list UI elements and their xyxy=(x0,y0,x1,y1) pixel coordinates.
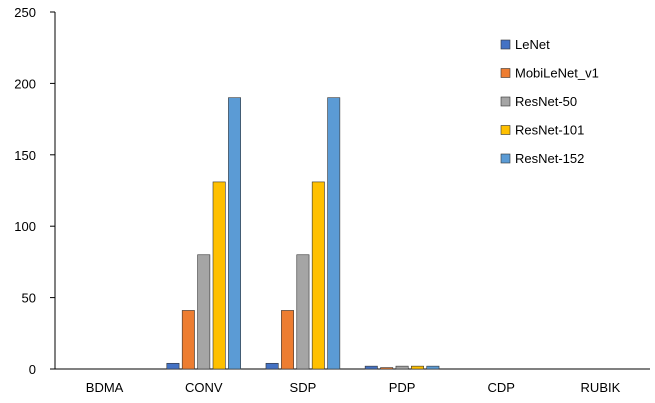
y-tick-label: 200 xyxy=(14,76,36,91)
y-tick-label: 100 xyxy=(14,219,36,234)
bar-resnet-101-sdp xyxy=(311,181,325,370)
bar-resnet-152-pdp xyxy=(426,365,440,370)
bar-resnet-101-pdp xyxy=(411,365,424,370)
legend-label: ResNet-152 xyxy=(515,151,584,166)
bar-lenet-conv xyxy=(166,362,180,370)
bar-lenet-sdp xyxy=(265,362,279,370)
x-tick-label: CDP xyxy=(488,380,515,395)
x-tick-label: RUBIK xyxy=(581,380,621,395)
bar-mobilenet-v1-conv xyxy=(181,310,195,370)
legend-swatch xyxy=(500,96,511,107)
legend-label: MobiLeNet_v1 xyxy=(515,66,599,81)
bar-resnet-152-sdp xyxy=(327,97,341,370)
legend-swatch xyxy=(500,68,511,78)
y-tick-label: 0 xyxy=(29,362,36,377)
legend-label: LeNet xyxy=(515,37,550,52)
bar-resnet-50-pdp xyxy=(395,365,409,370)
legend-swatch xyxy=(500,39,511,50)
y-tick-label: 50 xyxy=(22,291,36,306)
legend-label: ResNet-50 xyxy=(515,94,577,109)
legend-swatch xyxy=(500,153,511,164)
bar-resnet-152-conv xyxy=(228,97,241,370)
bar-lenet-pdp xyxy=(364,365,378,370)
x-tick-label: CONV xyxy=(185,380,223,395)
bar-mobilenet-v1-sdp xyxy=(281,310,294,370)
x-tick-label: PDP xyxy=(389,380,416,395)
y-tick-label: 250 xyxy=(14,5,36,20)
bar-mobilenet-v1-pdp xyxy=(380,367,394,370)
legend-box xyxy=(492,23,624,176)
x-tick-label: SDP xyxy=(290,380,317,395)
bar-resnet-50-conv xyxy=(197,254,211,370)
legend-swatch xyxy=(500,125,511,135)
y-tick-label: 150 xyxy=(14,148,36,163)
legend-label: ResNet-101 xyxy=(515,123,584,138)
bar-resnet-50-sdp xyxy=(296,254,310,370)
x-tick-label: BDMA xyxy=(86,380,124,395)
bar-resnet-101-conv xyxy=(212,181,226,370)
